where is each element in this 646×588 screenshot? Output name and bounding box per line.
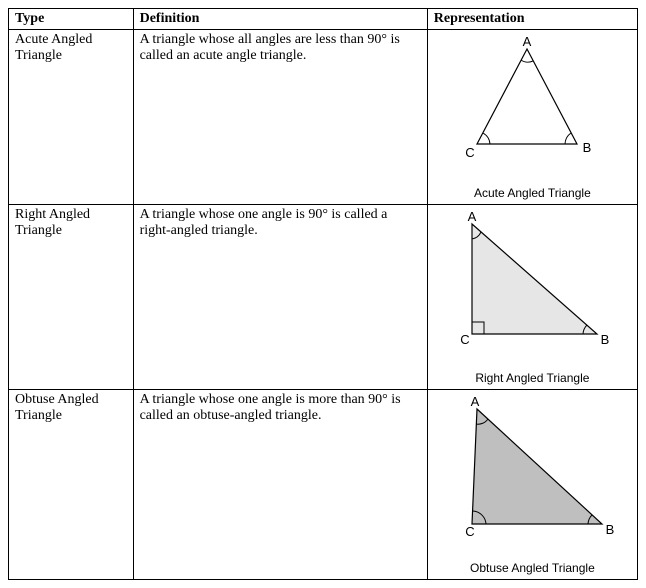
cell-type: Right Angled Triangle — [9, 205, 134, 390]
diagram-caption: Obtuse Angled Triangle — [470, 561, 595, 575]
cell-type: Obtuse Angled Triangle — [9, 390, 134, 580]
table-row: Obtuse Angled Triangle A triangle whose … — [9, 390, 638, 580]
table-row: Right Angled Triangle A triangle whose o… — [9, 205, 638, 390]
triangle-shape — [472, 224, 597, 334]
vertex-label-a: A — [468, 209, 477, 224]
header-definition: Definition — [133, 9, 427, 30]
vertex-label-a: A — [471, 394, 480, 409]
cell-representation: A B C Acute Angled Triangle — [427, 30, 637, 205]
vertex-label-c: C — [466, 145, 475, 160]
triangle-shape — [472, 409, 602, 524]
vertex-label-b: B — [601, 332, 610, 347]
acute-triangle-diagram: A B C — [452, 34, 612, 184]
representation-wrap: A B C Obtuse Angled Triangle — [432, 394, 633, 575]
triangle-types-table: Type Definition Representation Acute Ang… — [8, 8, 638, 580]
vertex-label-c: C — [466, 524, 475, 539]
representation-wrap: A B C Right Angled Triangle — [432, 209, 633, 385]
header-representation: Representation — [427, 9, 637, 30]
vertex-label-a: A — [523, 34, 532, 49]
obtuse-triangle-diagram: A B C — [442, 394, 622, 559]
table-row: Acute Angled Triangle A triangle whose a… — [9, 30, 638, 205]
cell-representation: A B C Obtuse Angled Triangle — [427, 390, 637, 580]
cell-definition: A triangle whose one angle is more than … — [133, 390, 427, 580]
vertex-label-b: B — [583, 140, 592, 155]
table-header-row: Type Definition Representation — [9, 9, 638, 30]
cell-representation: A B C Right Angled Triangle — [427, 205, 637, 390]
diagram-caption: Acute Angled Triangle — [474, 186, 591, 200]
diagram-caption: Right Angled Triangle — [475, 371, 589, 385]
cell-definition: A triangle whose all angles are less tha… — [133, 30, 427, 205]
vertex-label-c: C — [461, 332, 470, 347]
cell-definition: A triangle whose one angle is 90° is cal… — [133, 205, 427, 390]
representation-wrap: A B C Acute Angled Triangle — [432, 34, 633, 200]
cell-type: Acute Angled Triangle — [9, 30, 134, 205]
header-type: Type — [9, 9, 134, 30]
right-triangle-diagram: A B C — [447, 209, 617, 369]
triangle-shape — [477, 49, 577, 144]
vertex-label-b: B — [606, 522, 615, 537]
